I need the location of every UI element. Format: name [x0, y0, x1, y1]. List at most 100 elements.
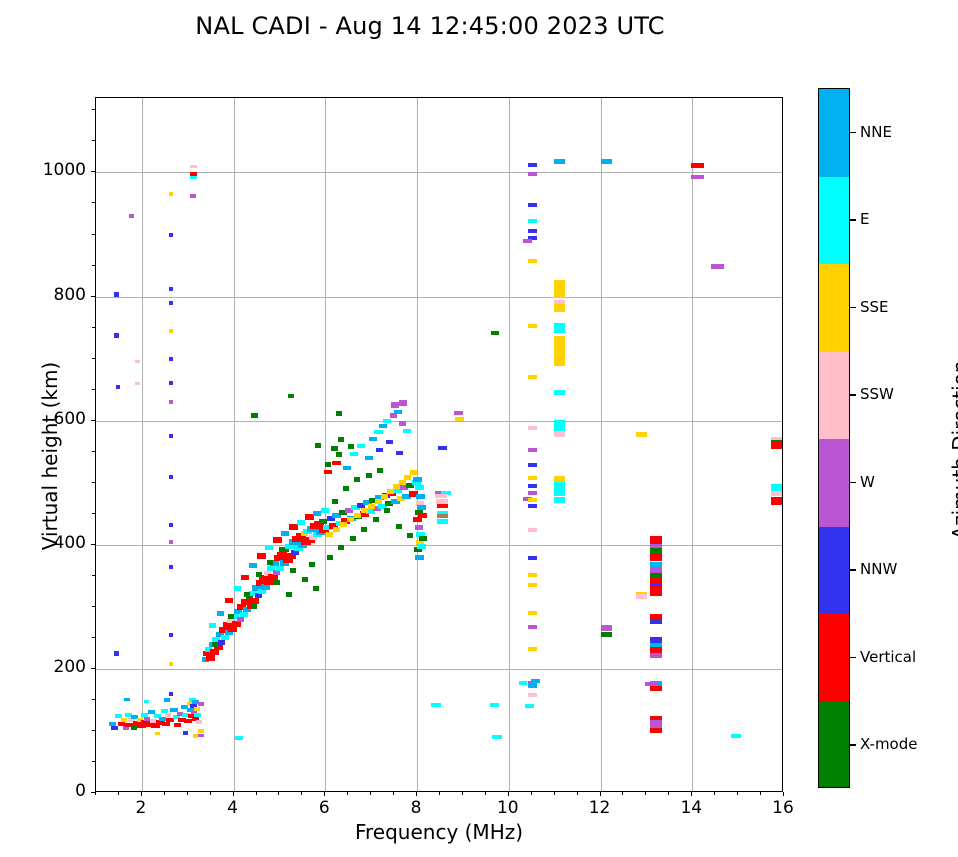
echo-pixel [384, 501, 393, 507]
echo-pixel [230, 613, 239, 619]
echo-pixel [287, 393, 294, 398]
echo-pixel [217, 610, 225, 616]
echo-pixel [650, 543, 663, 549]
echo-pixel [528, 324, 538, 329]
colorbar-segment-x-mode[interactable] [819, 701, 849, 787]
gridline-vertical [509, 98, 510, 791]
echo-pixel [280, 531, 289, 537]
y-tick [91, 171, 95, 172]
echo-pixel [771, 500, 782, 505]
echo-pixel [393, 409, 402, 414]
echo-pixel [528, 171, 538, 176]
echo-pixel [264, 570, 272, 576]
echo-pixel [136, 717, 143, 722]
colorbar-tick [850, 656, 856, 659]
x-tick [370, 792, 371, 795]
colorbar-segment-w[interactable] [819, 439, 849, 527]
colorbar-segment-sse[interactable] [819, 264, 849, 352]
y-tick-label: 800 [53, 284, 86, 305]
x-tick-label: 4 [227, 798, 238, 818]
echo-pixel [528, 498, 538, 503]
echo-pixel [417, 505, 427, 511]
echo-pixel [650, 642, 663, 648]
echo-pixel [189, 171, 197, 176]
echo-pixel [261, 583, 271, 590]
echo-pixel [416, 493, 426, 499]
echo-pixel [345, 507, 354, 513]
colorbar-label-vertical: Vertical [860, 647, 917, 666]
echo-pixel [338, 510, 347, 516]
echo-pixel [411, 480, 421, 486]
echo-pixel [528, 484, 538, 489]
echo-pixel [650, 535, 663, 544]
echo-pixel [201, 657, 209, 663]
echo-pixel [431, 702, 442, 707]
echo-pixel [270, 560, 280, 567]
x-tick [577, 792, 578, 795]
echo-pixel [771, 484, 782, 492]
colorbar-segment-e[interactable] [819, 176, 849, 264]
y-tick [92, 730, 95, 731]
echo-pixel [373, 429, 383, 434]
echo-pixel [415, 539, 424, 545]
x-tick-label: 14 [680, 798, 703, 818]
y-tick [92, 327, 95, 328]
y-tick [92, 575, 95, 576]
y-tick-label: 200 [53, 656, 86, 677]
echo-pixel [377, 467, 384, 473]
x-tick [347, 792, 348, 795]
echo-pixel [169, 400, 174, 405]
echo-pixel [331, 498, 338, 504]
echo-pixel [600, 624, 612, 631]
echo-pixel [161, 709, 169, 714]
x-tick [210, 792, 211, 795]
echo-pixel [338, 545, 345, 551]
echo-pixel [771, 437, 782, 442]
echo-pixel [383, 418, 392, 423]
colorbar-label-ssw: SSW [860, 385, 894, 404]
echo-pixel [128, 717, 136, 722]
x-tick [233, 792, 234, 796]
echo-pixel [553, 299, 565, 306]
echo-pixel [380, 493, 388, 499]
colorbar-segment-ssw[interactable] [819, 351, 849, 439]
echo-pixel [189, 164, 197, 168]
echo-pixel [528, 504, 538, 509]
echo-pixel [374, 495, 384, 501]
echo-pixel [413, 547, 422, 553]
echo-pixel [375, 448, 383, 453]
colorbar-segment-nnw[interactable] [819, 526, 849, 614]
echo-pixel [357, 443, 366, 448]
echo-pixel [272, 536, 282, 543]
echo-pixel [282, 547, 290, 553]
echo-pixel [169, 632, 174, 637]
x-tick [439, 792, 440, 795]
echo-pixel [374, 498, 382, 504]
echo-pixel [530, 679, 540, 684]
echo-pixel [771, 491, 782, 497]
x-tick [324, 792, 325, 796]
echo-pixel [528, 375, 538, 380]
echo-pixel [219, 627, 228, 634]
x-tick [95, 792, 96, 795]
echo-pixel [324, 461, 331, 467]
colorbar-segment-vertical[interactable] [819, 614, 849, 702]
echo-pixel [144, 716, 151, 721]
echo-pixel [151, 723, 161, 729]
echo-pixel [528, 692, 538, 697]
echo-pixel [326, 516, 335, 522]
echo-pixel [191, 710, 198, 715]
echo-pixel [255, 572, 262, 578]
echo-pixel [650, 716, 663, 722]
echo-pixel [288, 539, 298, 546]
colorbar[interactable] [818, 88, 850, 788]
x-tick [164, 792, 165, 795]
x-tick-label: 8 [410, 798, 422, 818]
colorbar-label-nnw: NNW [860, 560, 898, 579]
echo-pixel [349, 536, 356, 542]
echo-pixel [209, 648, 219, 655]
gridline-vertical [417, 98, 418, 791]
echo-pixel [228, 625, 238, 632]
echo-pixel [434, 490, 444, 495]
colorbar-segment-nne[interactable] [819, 89, 849, 177]
